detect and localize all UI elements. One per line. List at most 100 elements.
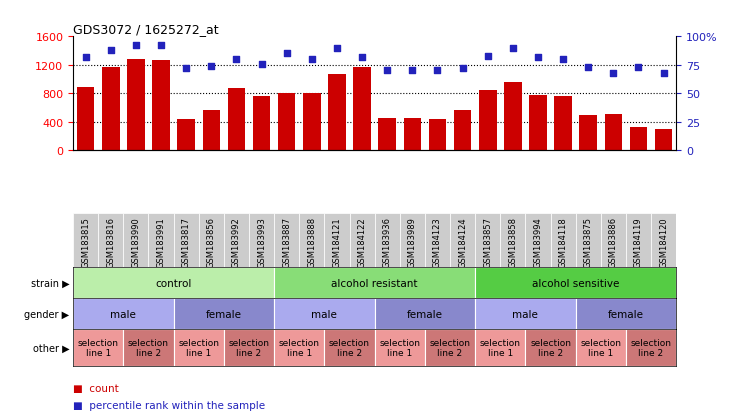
Bar bbox=[529, 96, 547, 151]
Bar bbox=[174, 214, 199, 268]
Bar bbox=[526, 214, 550, 268]
Point bbox=[632, 64, 644, 71]
Point bbox=[607, 70, 619, 77]
Text: ■  count: ■ count bbox=[73, 383, 119, 393]
Bar bbox=[124, 214, 148, 268]
Point bbox=[356, 54, 368, 61]
Bar bbox=[152, 61, 170, 151]
Bar bbox=[199, 214, 224, 268]
Bar bbox=[550, 214, 576, 268]
Text: other ▶: other ▶ bbox=[33, 343, 69, 353]
Bar bbox=[428, 120, 446, 151]
Text: GSM184120: GSM184120 bbox=[659, 216, 668, 267]
Text: GSM183990: GSM183990 bbox=[132, 216, 140, 267]
Bar bbox=[274, 298, 374, 330]
Bar bbox=[374, 298, 475, 330]
Text: GSM184122: GSM184122 bbox=[357, 216, 366, 267]
Bar bbox=[576, 330, 626, 367]
Bar bbox=[400, 214, 425, 268]
Bar bbox=[178, 120, 195, 151]
Bar bbox=[73, 214, 98, 268]
Point bbox=[256, 61, 268, 68]
Point bbox=[205, 63, 217, 70]
Point bbox=[482, 53, 493, 60]
Bar bbox=[475, 268, 676, 298]
Bar bbox=[475, 214, 500, 268]
Bar bbox=[98, 214, 124, 268]
Text: selection
line 1: selection line 1 bbox=[379, 338, 420, 358]
Text: male: male bbox=[311, 309, 337, 319]
Bar bbox=[77, 88, 94, 151]
Bar bbox=[425, 330, 475, 367]
Text: GSM184121: GSM184121 bbox=[333, 216, 341, 267]
Bar bbox=[475, 330, 526, 367]
Point bbox=[457, 66, 469, 72]
Bar bbox=[374, 214, 400, 268]
Point bbox=[406, 68, 418, 74]
Bar bbox=[328, 75, 346, 151]
Text: GSM184118: GSM184118 bbox=[558, 216, 567, 267]
Point bbox=[80, 54, 91, 61]
Text: female: female bbox=[608, 309, 644, 319]
Text: control: control bbox=[156, 278, 192, 288]
Text: GSM183886: GSM183886 bbox=[609, 216, 618, 267]
Text: selection
line 2: selection line 2 bbox=[631, 338, 672, 358]
Bar bbox=[500, 214, 526, 268]
Text: GSM183991: GSM183991 bbox=[156, 216, 165, 267]
Bar bbox=[278, 94, 295, 151]
Point bbox=[507, 45, 519, 52]
Bar bbox=[73, 298, 174, 330]
Text: selection
line 2: selection line 2 bbox=[128, 338, 169, 358]
Bar bbox=[148, 214, 174, 268]
Bar bbox=[253, 97, 270, 151]
Bar bbox=[102, 68, 120, 151]
Text: GSM184119: GSM184119 bbox=[634, 216, 643, 267]
Point bbox=[130, 43, 142, 50]
Point bbox=[105, 47, 117, 54]
Point bbox=[557, 57, 569, 63]
Bar bbox=[73, 268, 274, 298]
Bar bbox=[504, 83, 522, 151]
Bar bbox=[454, 111, 471, 151]
Bar bbox=[224, 214, 249, 268]
Text: male: male bbox=[110, 309, 136, 319]
Bar bbox=[249, 214, 274, 268]
Bar bbox=[626, 214, 651, 268]
Bar bbox=[274, 330, 325, 367]
Text: GSM183888: GSM183888 bbox=[307, 216, 317, 267]
Text: strain ▶: strain ▶ bbox=[31, 278, 69, 288]
Bar bbox=[655, 129, 673, 151]
Text: GSM183887: GSM183887 bbox=[282, 216, 291, 267]
Bar bbox=[299, 214, 325, 268]
Text: selection
line 2: selection line 2 bbox=[430, 338, 471, 358]
Bar bbox=[379, 119, 396, 151]
Text: GSM184124: GSM184124 bbox=[458, 216, 467, 267]
Point bbox=[382, 68, 393, 74]
Text: GSM183857: GSM183857 bbox=[483, 216, 492, 267]
Bar bbox=[475, 298, 576, 330]
Bar bbox=[580, 116, 597, 151]
Text: alcohol resistant: alcohol resistant bbox=[331, 278, 418, 288]
Bar bbox=[450, 214, 475, 268]
Point bbox=[532, 54, 544, 61]
Bar bbox=[349, 214, 375, 268]
Text: selection
line 1: selection line 1 bbox=[178, 338, 219, 358]
Bar bbox=[274, 214, 299, 268]
Point bbox=[230, 57, 242, 63]
Bar bbox=[124, 330, 174, 367]
Bar bbox=[576, 298, 676, 330]
Text: female: female bbox=[407, 309, 443, 319]
Text: selection
line 1: selection line 1 bbox=[279, 338, 319, 358]
Bar bbox=[202, 111, 220, 151]
Bar bbox=[576, 214, 601, 268]
Bar bbox=[325, 214, 349, 268]
Text: selection
line 1: selection line 1 bbox=[77, 338, 118, 358]
Bar bbox=[174, 298, 274, 330]
Text: GSM183993: GSM183993 bbox=[257, 216, 266, 267]
Bar bbox=[374, 330, 425, 367]
Text: GSM183875: GSM183875 bbox=[584, 216, 593, 267]
Bar bbox=[274, 268, 475, 298]
Bar bbox=[601, 214, 626, 268]
Text: GSM183992: GSM183992 bbox=[232, 216, 241, 267]
Text: selection
line 2: selection line 2 bbox=[530, 338, 571, 358]
